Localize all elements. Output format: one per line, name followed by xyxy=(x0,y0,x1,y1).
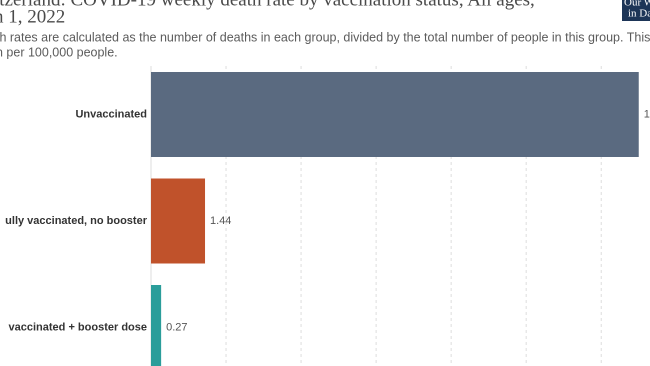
title-line: n 1, 2022 xyxy=(0,6,65,27)
bar xyxy=(151,72,639,157)
category-label: Unvaccinated xyxy=(75,108,147,120)
title-line: itzerland: COVID-19 weekly death rate by… xyxy=(0,0,535,10)
bar xyxy=(151,285,162,366)
category-label: ully vaccinated, no booster xyxy=(5,215,148,227)
logo-text: in Data xyxy=(628,8,650,20)
plot: Unvaccinated 13 ully vaccinated, no booste… xyxy=(5,66,650,366)
subtitle-line: th rates are calculated as the number of… xyxy=(0,30,650,44)
logo-text: Our World xyxy=(624,0,650,9)
bar xyxy=(151,178,206,264)
subtitle-line: n per 100,000 people. xyxy=(0,45,118,59)
value-label: 13 xyxy=(644,108,650,120)
category-label: vaccinated + booster dose xyxy=(9,321,147,333)
value-label: 0.27 xyxy=(166,321,187,333)
logo-box xyxy=(622,0,650,21)
value-label: 1.44 xyxy=(210,215,231,227)
